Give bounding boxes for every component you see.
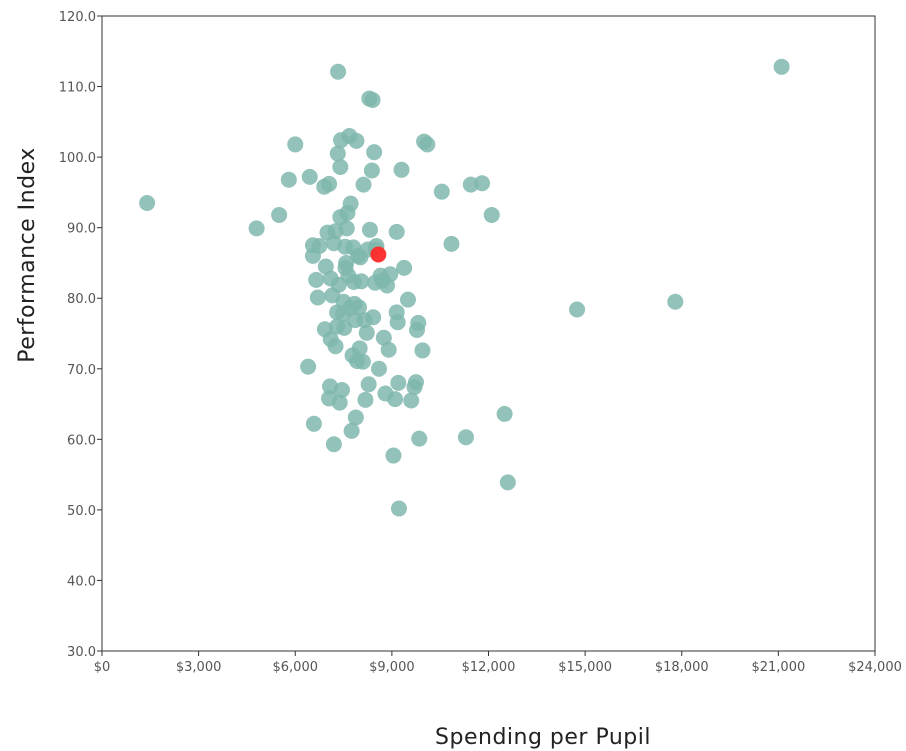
data-point[interactable] (321, 175, 338, 192)
x-tick-label: $12,000 (462, 660, 516, 675)
x-tick-label: $6,000 (273, 660, 319, 675)
data-point[interactable] (457, 429, 474, 446)
data-point[interactable] (338, 220, 355, 237)
points-layer (139, 58, 790, 517)
x-axis-title: Spending per Pupil (435, 725, 651, 750)
data-point[interactable] (399, 291, 416, 308)
data-point[interactable] (390, 374, 407, 391)
data-point[interactable] (387, 391, 404, 408)
data-point[interactable] (396, 259, 413, 276)
data-point[interactable] (363, 162, 380, 179)
data-point[interactable] (360, 376, 377, 393)
data-point[interactable] (357, 391, 374, 408)
data-point[interactable] (354, 353, 371, 370)
x-tick-label: $9,000 (369, 660, 415, 675)
data-point[interactable] (327, 338, 344, 355)
data-point[interactable] (370, 360, 387, 377)
data-point[interactable] (414, 342, 431, 359)
x-tick-label: $18,000 (655, 660, 709, 675)
data-point[interactable] (361, 221, 378, 238)
x-tick-label: $21,000 (751, 660, 805, 675)
data-point[interactable] (385, 447, 402, 464)
data-point[interactable] (388, 223, 405, 240)
y-tick-label: 60.0 (67, 433, 96, 448)
x-axis: $0 $3,000 $6,000 $9,000 $12,000 $15,000 $18,00… (94, 651, 902, 675)
data-point[interactable] (300, 358, 317, 375)
data-point[interactable] (393, 161, 410, 178)
data-point[interactable] (496, 405, 513, 422)
data-point[interactable] (271, 206, 288, 223)
x-tick-label: $3,000 (176, 660, 222, 675)
data-point[interactable] (338, 254, 355, 271)
x-tick-label: $0 (94, 660, 111, 675)
data-point[interactable] (332, 158, 349, 175)
data-point[interactable] (248, 220, 265, 237)
y-tick-label: 50.0 (67, 504, 96, 519)
data-point[interactable] (375, 329, 392, 346)
y-tick-label: 110.0 (59, 81, 96, 96)
y-tick-label: 30.0 (67, 645, 96, 660)
data-point[interactable] (347, 409, 364, 426)
data-point[interactable] (474, 175, 491, 192)
data-point[interactable] (410, 314, 427, 331)
data-point[interactable] (358, 324, 375, 341)
data-point[interactable] (331, 394, 348, 411)
plot-frame (101, 15, 876, 652)
data-point[interactable] (403, 392, 420, 409)
data-point[interactable] (351, 299, 368, 316)
y-tick-label: 90.0 (67, 222, 96, 237)
y-tick-label: 100.0 (59, 151, 96, 166)
data-point[interactable] (351, 340, 368, 357)
data-point[interactable] (667, 293, 684, 310)
data-point[interactable] (139, 194, 156, 211)
highlighted-data-point[interactable] (370, 246, 387, 263)
data-point[interactable] (390, 500, 407, 517)
data-point[interactable] (355, 176, 372, 193)
data-point[interactable] (365, 309, 382, 326)
x-tick-label: $15,000 (558, 660, 612, 675)
data-point[interactable] (280, 171, 297, 188)
data-point[interactable] (483, 206, 500, 223)
y-tick-label: 80.0 (67, 292, 96, 307)
data-point[interactable] (301, 168, 318, 185)
data-point[interactable] (305, 415, 322, 432)
data-point[interactable] (342, 195, 359, 212)
data-point[interactable] (343, 422, 360, 439)
data-point[interactable] (433, 183, 450, 200)
data-point[interactable] (499, 474, 516, 491)
data-point[interactable] (773, 58, 790, 75)
data-point[interactable] (366, 144, 383, 161)
data-point[interactable] (308, 271, 325, 288)
data-point[interactable] (333, 381, 350, 398)
data-point[interactable] (311, 238, 328, 255)
data-point[interactable] (353, 273, 370, 290)
data-point[interactable] (569, 301, 586, 318)
data-point[interactable] (443, 235, 460, 252)
data-point[interactable] (382, 266, 399, 283)
x-tick-label: $24,000 (848, 660, 902, 675)
y-tick-label: 120.0 (59, 10, 96, 25)
data-point[interactable] (325, 436, 342, 453)
data-point[interactable] (364, 91, 381, 108)
data-point[interactable] (287, 136, 304, 153)
data-point[interactable] (309, 289, 326, 306)
data-point[interactable] (329, 145, 346, 162)
data-point[interactable] (380, 341, 397, 358)
y-axis: 30.0 40.0 50.0 60.0 70.0 80.0 90.0 100.0 110.0 12… (59, 10, 102, 660)
data-point[interactable] (419, 136, 436, 153)
data-point[interactable] (411, 430, 428, 447)
data-point[interactable] (330, 63, 347, 80)
y-axis-title: Performance Index (15, 147, 40, 362)
data-point[interactable] (348, 132, 365, 149)
data-point[interactable] (408, 374, 425, 391)
data-point[interactable] (389, 314, 406, 331)
y-tick-label: 70.0 (67, 363, 96, 378)
data-point[interactable] (317, 258, 334, 275)
y-tick-label: 40.0 (67, 574, 96, 589)
